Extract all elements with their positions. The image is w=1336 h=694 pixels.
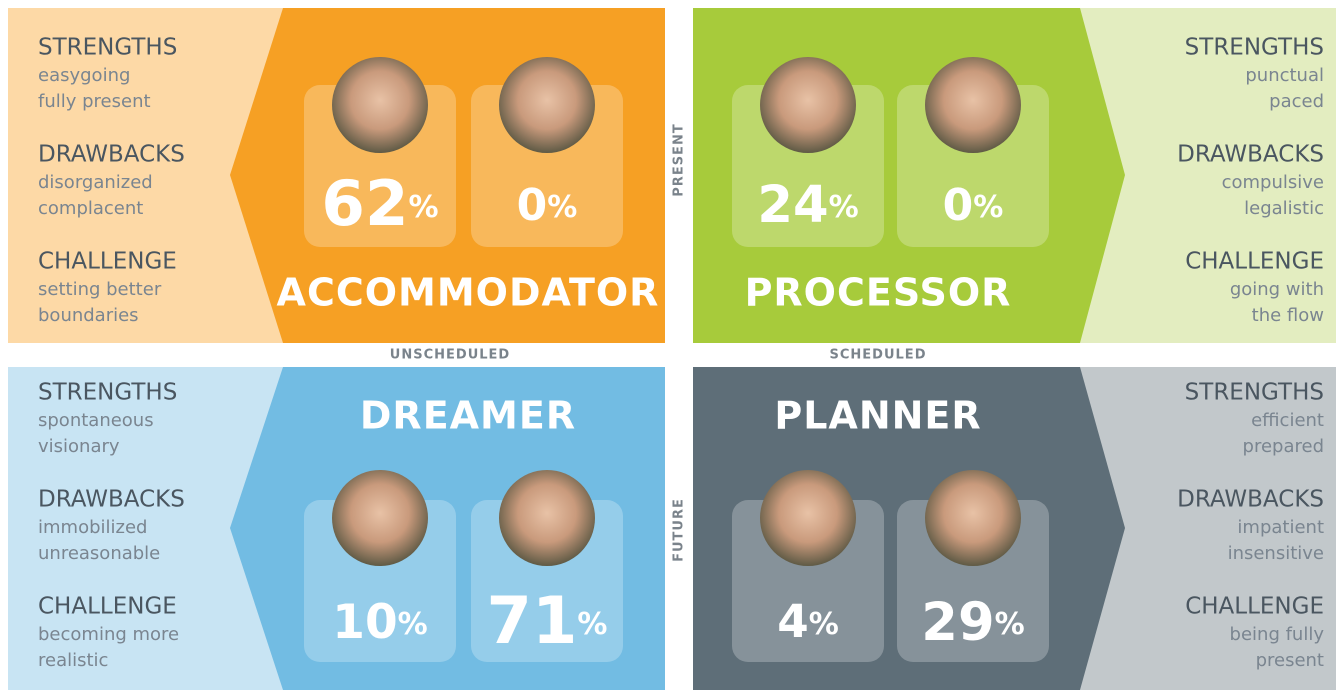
avatar	[760, 470, 856, 566]
axis-strip	[665, 8, 693, 690]
avatar	[925, 57, 1021, 153]
quadrant-title: ACCOMMODATOR	[277, 271, 660, 315]
trait-heading: CHALLENGE	[1185, 594, 1324, 620]
trait-item: present	[1256, 650, 1324, 671]
avatar	[499, 470, 595, 566]
trait-item: going with	[1230, 279, 1324, 300]
trait-heading: STRENGTHS	[38, 380, 177, 406]
percentage-unit: %	[995, 607, 1025, 642]
trait-item: setting better	[38, 279, 162, 300]
trait-item: impatient	[1237, 517, 1324, 538]
trait-item: immobilized	[38, 517, 147, 538]
percentage-unit: %	[829, 190, 859, 225]
trait-heading: STRENGTHS	[1185, 35, 1324, 61]
trait-heading: DRAWBACKS	[1177, 142, 1324, 168]
trait-item: realistic	[38, 650, 108, 671]
percentage-number: 4	[777, 595, 808, 648]
axis-label: PRESENT	[672, 123, 687, 196]
trait-item: boundaries	[38, 305, 139, 326]
quadrant-title: PLANNER	[774, 394, 981, 438]
trait-item: compulsive	[1222, 172, 1324, 193]
trait-item: efficient	[1251, 410, 1324, 431]
avatar	[332, 57, 428, 153]
trait-item: punctual	[1245, 65, 1324, 86]
infographic: 62%0%ACCOMMODATORSTRENGTHSeasygoingfully…	[0, 0, 1336, 694]
percentage-number: 0	[943, 180, 974, 231]
trait-heading: CHALLENGE	[38, 249, 177, 275]
avatar	[332, 470, 428, 566]
avatar	[925, 470, 1021, 566]
percentage-number: 71	[487, 583, 578, 659]
avatar	[760, 57, 856, 153]
trait-item: visionary	[38, 436, 120, 457]
trait-item: disorganized	[38, 172, 153, 193]
axis-label: SCHEDULED	[830, 348, 927, 363]
percentage-unit: %	[409, 190, 439, 225]
trait-item: legalistic	[1244, 198, 1324, 219]
percentage-unit: %	[547, 190, 577, 225]
percentage-number: 62	[321, 167, 408, 240]
percentage-number: 29	[921, 592, 994, 653]
percentage-unit: %	[809, 607, 839, 642]
percentage-number: 0	[517, 180, 548, 231]
trait-heading: STRENGTHS	[1185, 380, 1324, 406]
trait-item: fully present	[38, 91, 151, 112]
quadrant-title: DREAMER	[360, 394, 576, 438]
trait-item: the flow	[1252, 305, 1324, 326]
trait-heading: STRENGTHS	[38, 35, 177, 61]
avatar	[499, 57, 595, 153]
trait-item: prepared	[1243, 436, 1324, 457]
trait-item: spontaneous	[38, 410, 154, 431]
percentage-unit: %	[577, 607, 607, 642]
quadrant-title: PROCESSOR	[745, 271, 1012, 315]
trait-heading: DRAWBACKS	[1177, 487, 1324, 513]
axis-label: UNSCHEDULED	[390, 348, 510, 363]
axis-label: FUTURE	[672, 498, 687, 562]
trait-item: complacent	[38, 198, 143, 219]
trait-item: paced	[1269, 91, 1324, 112]
trait-heading: DRAWBACKS	[38, 142, 185, 168]
trait-heading: CHALLENGE	[1185, 249, 1324, 275]
percentage-number: 24	[757, 175, 828, 235]
percentage-unit: %	[398, 607, 428, 642]
trait-item: insensitive	[1228, 543, 1324, 564]
trait-item: becoming more	[38, 624, 179, 645]
trait-heading: DRAWBACKS	[38, 487, 185, 513]
trait-item: easygoing	[38, 65, 130, 86]
trait-item: being fully	[1230, 624, 1325, 645]
percentage-number: 10	[332, 595, 397, 650]
trait-item: unreasonable	[38, 543, 160, 564]
trait-heading: CHALLENGE	[38, 594, 177, 620]
percentage-unit: %	[973, 190, 1003, 225]
